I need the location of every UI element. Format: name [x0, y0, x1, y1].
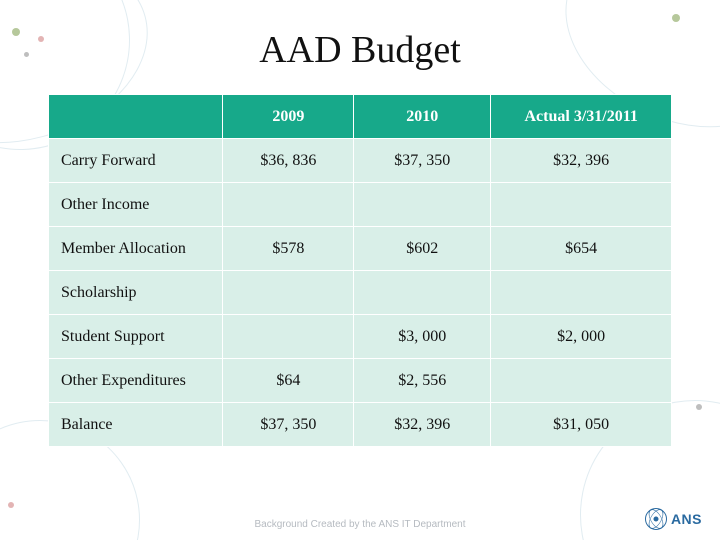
- row-label: Carry Forward: [49, 139, 223, 183]
- col-header-actual: Actual 3/31/2011: [491, 95, 672, 139]
- cell: $3, 000: [354, 315, 491, 359]
- table-row: Student Support $3, 000 $2, 000: [49, 315, 672, 359]
- table-row: Other Income: [49, 183, 672, 227]
- row-label: Other Expenditures: [49, 359, 223, 403]
- row-label: Student Support: [49, 315, 223, 359]
- col-header-2009: 2009: [223, 95, 354, 139]
- row-label: Scholarship: [49, 271, 223, 315]
- cell: $31, 050: [491, 403, 672, 447]
- cell: [223, 271, 354, 315]
- row-label: Balance: [49, 403, 223, 447]
- cell: [491, 183, 672, 227]
- cell: [491, 271, 672, 315]
- cell: $578: [223, 227, 354, 271]
- row-label: Other Income: [49, 183, 223, 227]
- cell: [223, 183, 354, 227]
- table-row: Scholarship: [49, 271, 672, 315]
- table-row: Member Allocation $578 $602 $654: [49, 227, 672, 271]
- page-title: AAD Budget: [48, 28, 672, 72]
- row-label: Member Allocation: [49, 227, 223, 271]
- table-header: 2009 2010 Actual 3/31/2011: [49, 95, 672, 139]
- cell: $36, 836: [223, 139, 354, 183]
- cell: $602: [354, 227, 491, 271]
- cell: $2, 556: [354, 359, 491, 403]
- cell: [491, 359, 672, 403]
- cell: $32, 396: [354, 403, 491, 447]
- slide: AAD Budget 2009 2010 Actual 3/31/2011 Ca…: [0, 0, 720, 540]
- cell: [354, 183, 491, 227]
- budget-table: 2009 2010 Actual 3/31/2011 Carry Forward…: [48, 94, 672, 447]
- cell: $64: [223, 359, 354, 403]
- table-body: Carry Forward $36, 836 $37, 350 $32, 396…: [49, 139, 672, 447]
- cell: $654: [491, 227, 672, 271]
- table-row: Balance $37, 350 $32, 396 $31, 050: [49, 403, 672, 447]
- cell: $2, 000: [491, 315, 672, 359]
- cell: $37, 350: [223, 403, 354, 447]
- cell: [354, 271, 491, 315]
- col-header-blank: [49, 95, 223, 139]
- col-header-2010: 2010: [354, 95, 491, 139]
- cell: $37, 350: [354, 139, 491, 183]
- table-row: Carry Forward $36, 836 $37, 350 $32, 396: [49, 139, 672, 183]
- table-row: Other Expenditures $64 $2, 556: [49, 359, 672, 403]
- cell: $32, 396: [491, 139, 672, 183]
- cell: [223, 315, 354, 359]
